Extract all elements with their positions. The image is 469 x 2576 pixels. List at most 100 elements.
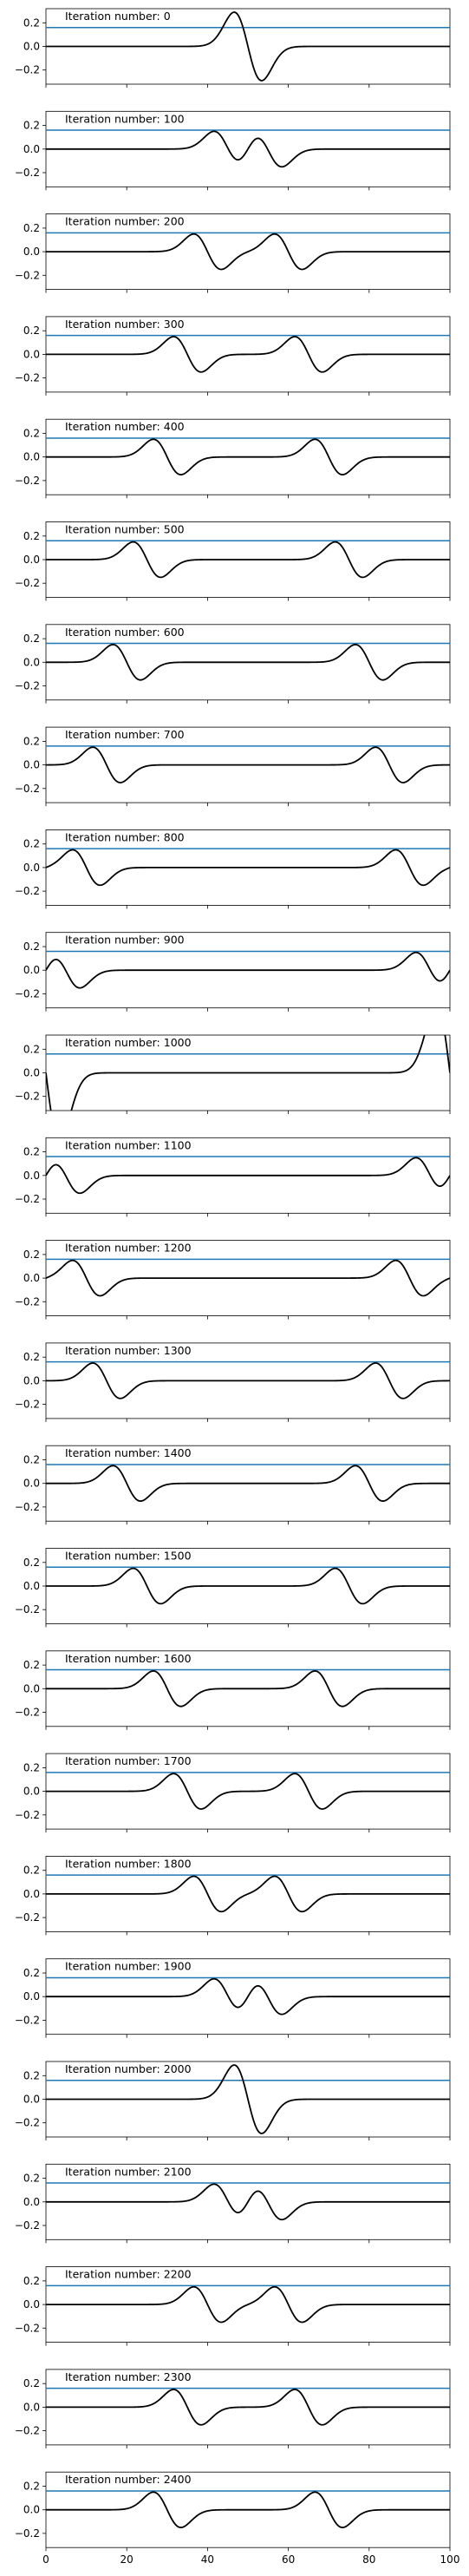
iteration-label: Iteration number: 800 [65, 830, 185, 843]
y-tick-label: −0.2 [15, 167, 40, 179]
y-tick-label: 0.0 [23, 1478, 40, 1490]
subplot-panel: −0.2 0.0 0.2 Iteration number: 600 [15, 624, 451, 704]
y-tick-label: 0.0 [23, 1682, 40, 1694]
y-tick-label: 0.2 [23, 222, 40, 234]
y-tick-label: −0.2 [15, 269, 40, 281]
y-tick-label: −0.2 [15, 1193, 40, 1205]
subplot-panel: −0.2 0.0 0.2 Iteration number: 1100 [15, 1137, 451, 1217]
subplot-panel: −0.2 0.0 0.2 Iteration number: 1000 [15, 1034, 451, 1114]
y-tick-label: 0.2 [23, 2481, 40, 2493]
iteration-label: Iteration number: 1300 [65, 1344, 192, 1357]
waveform-line [46, 2183, 450, 2221]
y-tick-label: −0.2 [15, 1295, 40, 1308]
subplot-panel: −0.2 0.0 0.2 Iteration number: 300 [15, 316, 451, 396]
y-tick-label: 0.0 [23, 41, 40, 53]
waveform-line [46, 849, 450, 887]
subplot-panel: −0.2 0.0 0.2 Iteration number: 500 [15, 521, 451, 601]
y-tick-label: 0.2 [23, 1967, 40, 1979]
iteration-label: Iteration number: 1600 [65, 1652, 192, 1665]
subplot-panel: −0.2 0.0 0.2 Iteration number: 900 [15, 932, 451, 1012]
y-tick-label: 0.0 [23, 2094, 40, 2106]
waveform-line [46, 11, 450, 82]
y-tick-label: −0.2 [15, 987, 40, 1000]
iteration-label: Iteration number: 1900 [65, 1960, 192, 1973]
iteration-label: Iteration number: 1700 [65, 1754, 192, 1767]
y-tick-label: 0.2 [23, 2377, 40, 2389]
y-tick-label: 0.0 [23, 1888, 40, 1900]
y-tick-label: 0.0 [23, 759, 40, 771]
iteration-label: Iteration number: 0 [65, 10, 171, 23]
x-tick-label: 60 [282, 2553, 295, 2566]
waveform-line [46, 438, 450, 475]
y-tick-label: −0.2 [15, 2219, 40, 2232]
y-tick-label: −0.2 [15, 2322, 40, 2334]
y-tick-label: 0.2 [23, 1865, 40, 1877]
y-tick-label: 0.0 [23, 246, 40, 258]
x-tick-label: 40 [201, 2553, 214, 2566]
y-tick-label: 0.2 [23, 633, 40, 645]
y-tick-label: 0.0 [23, 1170, 40, 1182]
y-tick-label: 0.0 [23, 2196, 40, 2208]
y-tick-label: 0.2 [23, 1659, 40, 1671]
y-tick-label: −0.2 [15, 2117, 40, 2129]
y-tick-label: −0.2 [15, 679, 40, 692]
y-tick-label: 0.0 [23, 964, 40, 976]
y-tick-label: 0.0 [23, 1786, 40, 1798]
y-tick-label: −0.2 [15, 475, 40, 487]
waveform-line [46, 644, 450, 681]
iteration-label: Iteration number: 100 [65, 112, 185, 125]
subplot-panel: −0.2 0.0 0.2 Iteration number: 1400 [15, 1445, 451, 1525]
waveform-line [46, 1157, 450, 1195]
y-tick-label: 0.0 [23, 1272, 40, 1284]
subplot-panel: −0.2 0.0 0.2 Iteration number: 1300 [15, 1342, 451, 1422]
waveform-line [46, 233, 450, 271]
waveform-line [46, 2285, 450, 2324]
iteration-label: Iteration number: 2100 [65, 2165, 192, 2178]
iteration-label: Iteration number: 500 [65, 523, 185, 536]
waveform-line [46, 1670, 450, 1708]
subplot-panel: −0.2 0.0 0.2 Iteration number: 1600 [15, 1650, 451, 1730]
y-tick-label: −0.2 [15, 2425, 40, 2437]
y-tick-label: 0.0 [23, 2401, 40, 2413]
y-tick-label: 0.0 [23, 554, 40, 566]
subplot-panel: −0.2 0.0 0.2 Iteration number: 1900 [15, 1958, 451, 2038]
waveform-line [46, 1773, 450, 1810]
subplot-panel: −0.2 0.0 0.2 Iteration number: 200 [15, 213, 451, 293]
waveform-line [46, 1259, 450, 1297]
subplot-panel: −0.2 0.0 0.2 Iteration number: 400 [15, 418, 451, 499]
y-tick-label: −0.2 [15, 885, 40, 897]
iteration-label: Iteration number: 1000 [65, 1036, 192, 1049]
waveform-line [46, 1465, 450, 1502]
iteration-label: Iteration number: 600 [65, 626, 185, 639]
waveform-line [46, 1875, 450, 1913]
y-tick-label: 0.2 [23, 428, 40, 440]
y-tick-label: −0.2 [15, 2014, 40, 2026]
y-tick-label: 0.2 [23, 2173, 40, 2185]
subplot-panel: −0.2 0.0 0.2 Iteration number: 1500 [15, 1548, 451, 1628]
waveform-line [46, 1362, 450, 1399]
y-tick-label: 0.2 [23, 1557, 40, 1569]
y-tick-label: −0.2 [15, 1501, 40, 1513]
y-tick-label: 0.0 [23, 348, 40, 360]
y-tick-label: −0.2 [15, 1809, 40, 1821]
waveform-line [46, 1035, 450, 1111]
y-tick-label: −0.2 [15, 1911, 40, 1924]
iteration-label: Iteration number: 400 [65, 420, 185, 433]
y-tick-label: 0.0 [23, 2298, 40, 2311]
waveform-line [46, 2389, 450, 2426]
x-tick-label: 100 [440, 2553, 460, 2566]
subplot-panel: −0.2 0.0 0.2 0 20 40 60 80 100 Iteration number: … [15, 2471, 460, 2566]
y-tick-label: −0.2 [15, 1603, 40, 1616]
y-tick-label: −0.2 [15, 2527, 40, 2540]
y-tick-label: −0.2 [15, 64, 40, 76]
iteration-label: Iteration number: 2400 [65, 2473, 192, 2486]
y-tick-label: 0.2 [23, 1761, 40, 1773]
iteration-label: Iteration number: 1400 [65, 1446, 192, 1459]
iteration-label: Iteration number: 200 [65, 215, 185, 228]
subplot-panel: −0.2 0.0 0.2 Iteration number: 1700 [15, 1753, 451, 1833]
waveform-line [46, 2491, 450, 2528]
waveform-line [46, 1567, 450, 1605]
y-tick-label: −0.2 [15, 783, 40, 795]
waveform-line [46, 541, 450, 579]
iteration-label: Iteration number: 2300 [65, 2370, 192, 2383]
